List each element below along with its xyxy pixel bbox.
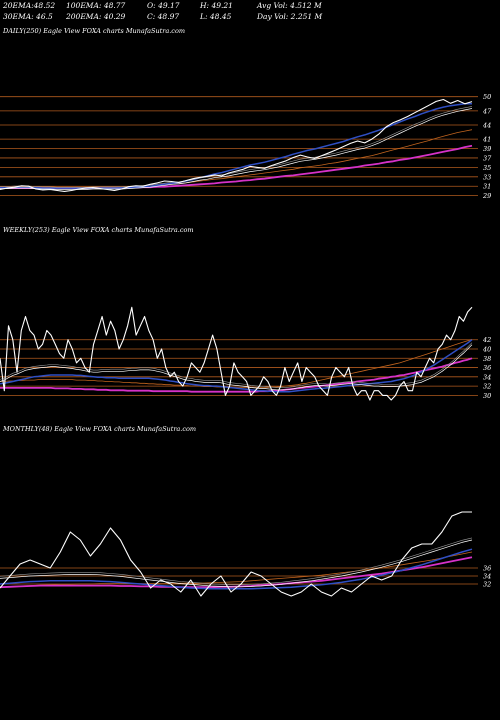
daily-y-tick-label: 33 xyxy=(483,173,491,181)
daily-y-tick-label: 44 xyxy=(482,121,491,129)
weekly-ema-200-line xyxy=(0,357,473,393)
high-value: 49.21 xyxy=(211,1,233,10)
daily-ema-200-line xyxy=(0,144,473,190)
daily-y-tick-label: 41 xyxy=(482,136,491,144)
weekly-price-line xyxy=(0,306,473,401)
open-value: 49.17 xyxy=(158,1,180,10)
daily-y-tick-label: 35 xyxy=(483,164,491,172)
low-value: 48.45 xyxy=(209,12,232,21)
ema20-label: 20EMA: xyxy=(3,1,34,10)
open-label: O: xyxy=(147,1,156,10)
ema30-label: 30EMA: xyxy=(3,12,34,21)
weekly-y-tick-label: 32 xyxy=(483,383,491,391)
header-r2c5: Day Vol: 2.251 M xyxy=(257,12,322,21)
weekly-panel-title: WEEKLY(253) Eagle View FOXA charts Munaf… xyxy=(3,226,194,234)
daily-ema-long-line xyxy=(0,129,473,188)
header-row-1: 20EMA:48.52 xyxy=(3,1,55,10)
monthly-panel-title: MONTHLY(48) Eagle View FOXA charts Munaf… xyxy=(3,425,197,433)
header-r1c5: Avg Vol: 4.512 M xyxy=(257,1,322,10)
weekly-ema-short-line xyxy=(0,344,473,391)
weekly-y-tick-label: 38 xyxy=(483,355,491,363)
monthly-ema-long-line xyxy=(0,551,473,588)
weekly-y-tick-label: 42 xyxy=(482,336,491,344)
weekly-y-tick-label: 36 xyxy=(483,364,491,372)
daily-y-tick-label: 29 xyxy=(482,192,491,200)
high-label: H: xyxy=(200,1,210,10)
daily-y-tick-label: 50 xyxy=(483,93,491,101)
day-vol-label: Day Vol: xyxy=(257,12,289,21)
daily-y-tick-label: 39 xyxy=(483,145,491,153)
low-label: L: xyxy=(200,12,208,21)
header-r2c4: L: 48.45 xyxy=(200,12,231,21)
daily-y-tick-label: 37 xyxy=(483,154,492,162)
avg-vol-value: 4.512 M xyxy=(290,1,322,10)
daily-price-line xyxy=(0,98,473,192)
ema200-value: 40.29 xyxy=(103,12,126,21)
ema20-value: 48.52 xyxy=(33,1,56,10)
monthly-ema-medium-line xyxy=(0,548,473,590)
monthly-ema-short-shadow-line xyxy=(0,537,473,586)
header-r2c1: 30EMA: 46.5 xyxy=(3,12,53,21)
daily-ema-short-shadow-line xyxy=(0,106,473,188)
header-r2c2: 200EMA: 40.29 xyxy=(66,12,125,21)
close-value: 48.97 xyxy=(157,12,180,21)
ema30-value: 46.5 xyxy=(36,12,53,21)
close-label: C: xyxy=(147,12,156,21)
monthly-y-tick-label: 36 xyxy=(483,565,491,573)
ema100-value: 48.77 xyxy=(103,1,126,10)
weekly-ema-short-shadow-line xyxy=(0,342,473,389)
header-r2c3: C: 48.97 xyxy=(147,12,179,21)
header-r1c4: H: 49.21 xyxy=(200,1,233,10)
weekly-y-tick-label: 30 xyxy=(483,392,491,400)
monthly-y-tick-label: 34 xyxy=(483,573,491,581)
weekly-y-tick-label: 34 xyxy=(483,373,491,381)
monthly-y-tick-label: 32 xyxy=(483,581,491,589)
daily-ema-medium-line xyxy=(0,102,473,189)
weekly-y-tick-label: 40 xyxy=(482,346,491,354)
day-vol-value: 2.251 M xyxy=(290,12,323,21)
monthly-price-line xyxy=(0,511,472,597)
header-r1c2: 100EMA: 48.77 xyxy=(66,1,125,10)
header-r1c3: O: 49.17 xyxy=(147,1,180,10)
ema200-label: 200EMA: xyxy=(66,12,102,21)
monthly-ema-short-line xyxy=(0,539,473,588)
daily-y-tick-label: 47 xyxy=(482,107,492,115)
weekly-ema-medium-line xyxy=(0,339,473,393)
avg-vol-label: Avg Vol: xyxy=(257,1,288,10)
daily-y-tick-label: 31 xyxy=(483,183,491,191)
daily-panel-title: DAILY(250) Eagle View FOXA charts Munafa… xyxy=(3,27,186,35)
ema100-label: 100EMA: xyxy=(66,1,102,10)
